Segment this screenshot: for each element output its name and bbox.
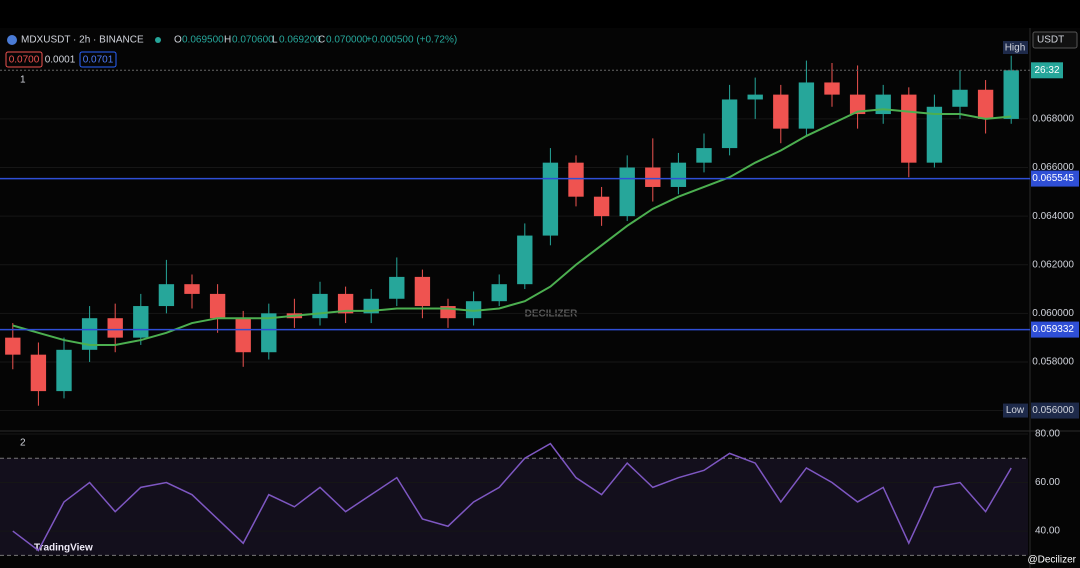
candle-body <box>235 318 251 353</box>
candle-body <box>517 235 533 285</box>
y-tick-label: 0.062000 <box>1032 259 1074 270</box>
candle-body <box>798 82 815 129</box>
candle-body <box>747 94 763 100</box>
ask-box[interactable] <box>79 51 117 68</box>
chart-bg <box>0 28 1080 568</box>
candle-body <box>261 313 277 353</box>
candle-body <box>926 106 943 163</box>
y-tick-label: 0.060000 <box>1032 308 1074 319</box>
ohlc-key: C <box>318 35 325 46</box>
candle-body <box>414 276 431 307</box>
candle-body <box>593 196 610 217</box>
ohlc-value: 0.069500 <box>182 35 224 46</box>
ohlc-key: H <box>224 35 231 46</box>
candle-body <box>849 94 866 115</box>
ask[interactable]: 0.0701 <box>83 55 114 66</box>
change: +0.000500 (+0.72%) <box>366 35 457 46</box>
candle-body <box>875 94 891 115</box>
watermark: DECILIZER <box>525 309 579 320</box>
level-tag <box>1031 321 1079 338</box>
y-tick-label: 0.066000 <box>1032 162 1074 173</box>
candle-body <box>696 148 712 163</box>
candle-body <box>465 301 482 319</box>
candle-body <box>107 318 123 338</box>
level-label: 0.065545 <box>1032 173 1074 184</box>
candle-body <box>901 94 917 163</box>
candle-body <box>952 89 968 107</box>
currency-box[interactable] <box>1032 31 1078 49</box>
symbol-icon <box>7 35 17 45</box>
status-dot <box>155 37 161 43</box>
candle-body <box>184 284 200 294</box>
high-tag-box <box>1003 41 1028 54</box>
ohlc-key: L <box>272 35 278 46</box>
rsi-line <box>12 442 1012 552</box>
level-label: 0.059332 <box>1032 324 1074 335</box>
bid-box[interactable] <box>5 51 43 68</box>
countdown: 26:32 <box>1034 65 1059 76</box>
candle-body <box>389 276 405 299</box>
low-tag-box <box>1003 403 1028 418</box>
y-tick-label: 0.058000 <box>1032 357 1074 368</box>
candle-body <box>133 306 149 338</box>
bid[interactable]: 0.0700 <box>9 55 40 66</box>
candle-body <box>824 82 840 95</box>
low-tag: Low <box>1006 405 1025 416</box>
candle-body <box>56 349 72 392</box>
candle-body <box>1003 70 1019 119</box>
handle: @Decilizer <box>1028 555 1077 566</box>
ohlc-key: O <box>174 35 182 46</box>
candle-body <box>158 284 175 307</box>
candle-body <box>670 162 687 187</box>
candle-body <box>81 318 98 350</box>
ohlc-value: 0.070600 <box>232 35 274 46</box>
low-value-box <box>1031 402 1079 419</box>
y-tick-label: 40.00 <box>1035 526 1060 537</box>
candle-body <box>645 167 661 187</box>
candle-body <box>542 162 559 236</box>
candle-body <box>721 99 738 149</box>
candle-body <box>209 293 226 319</box>
y-tick-label: 0.068000 <box>1032 114 1074 125</box>
low-value: 0.056000 <box>1032 405 1074 416</box>
y-tick-label: 80.00 <box>1035 429 1060 440</box>
brand: TradingView <box>34 543 93 554</box>
spread: 0.0001 <box>45 55 76 66</box>
top-bar <box>0 0 1080 28</box>
candle-body <box>5 337 21 355</box>
countdown-tag <box>1031 62 1063 79</box>
moving-average <box>12 108 1012 346</box>
pane-label: 1 <box>20 75 26 86</box>
symbol: MDXUSDT · 2h · BINANCE <box>21 35 144 46</box>
candle-body <box>773 94 789 129</box>
candle-body <box>619 167 635 217</box>
candle-body <box>491 284 507 302</box>
level-tag <box>1031 170 1079 187</box>
candle-body <box>30 354 47 392</box>
y-tick-label: 60.00 <box>1035 477 1060 488</box>
candle-body <box>977 89 994 119</box>
currency[interactable]: USDT <box>1037 35 1064 46</box>
high-tag: High <box>1005 43 1026 54</box>
candle-body <box>568 162 584 197</box>
y-tick-label: 0.064000 <box>1032 211 1074 222</box>
ohlc-value: 0.070000 <box>326 35 368 46</box>
pane-label: 2 <box>20 438 26 449</box>
rsi-band <box>0 458 1028 556</box>
candle-body <box>337 293 354 314</box>
ohlc-value: 0.069200 <box>279 35 321 46</box>
